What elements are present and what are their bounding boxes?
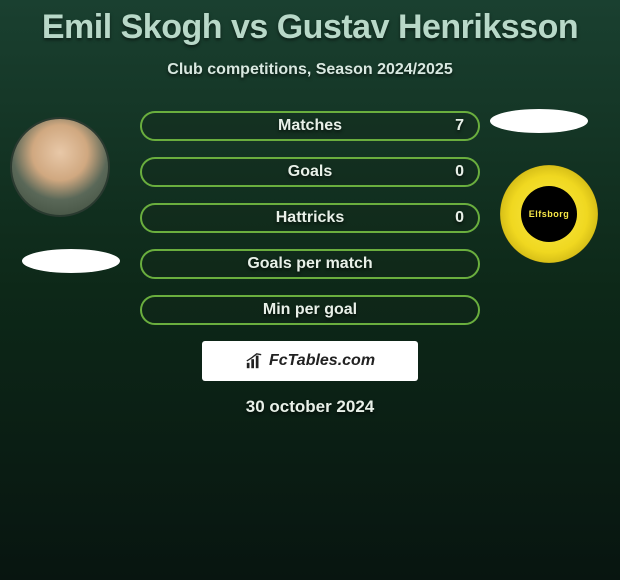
brand-attribution[interactable]: FcTables.com <box>202 341 418 381</box>
player-left-avatar <box>10 117 110 217</box>
stat-row-min-per-goal: Min per goal <box>140 295 480 325</box>
stat-label: Goals <box>288 163 332 181</box>
season-subtitle: Club competitions, Season 2024/2025 <box>0 61 620 79</box>
chart-icon <box>245 352 263 370</box>
stat-label: Hattricks <box>276 209 344 227</box>
stat-label: Matches <box>278 117 342 135</box>
stat-value: 0 <box>455 209 464 227</box>
player-left-team-badge <box>22 249 120 273</box>
stat-label: Goals per match <box>247 255 372 273</box>
stat-rows: Matches 7 Goals 0 Hattricks 0 Goals per … <box>140 109 480 325</box>
stat-label: Min per goal <box>263 301 357 319</box>
stat-value: 0 <box>455 163 464 181</box>
stat-row-goals-per-match: Goals per match <box>140 249 480 279</box>
stat-row-hattricks: Hattricks 0 <box>140 203 480 233</box>
stat-value: 7 <box>455 117 464 135</box>
snapshot-date: 30 october 2024 <box>0 397 620 417</box>
stat-row-goals: Goals 0 <box>140 157 480 187</box>
stat-row-matches: Matches 7 <box>140 111 480 141</box>
player-right-team-badge-placeholder <box>490 109 588 133</box>
page-title: Emil Skogh vs Gustav Henriksson <box>0 0 620 47</box>
comparison-content: Elfsborg Matches 7 Goals 0 Hattricks 0 G… <box>0 109 620 417</box>
player-right-club-badge: Elfsborg <box>500 165 598 263</box>
club-badge-text: Elfsborg <box>529 209 570 219</box>
brand-text: FcTables.com <box>269 352 375 370</box>
